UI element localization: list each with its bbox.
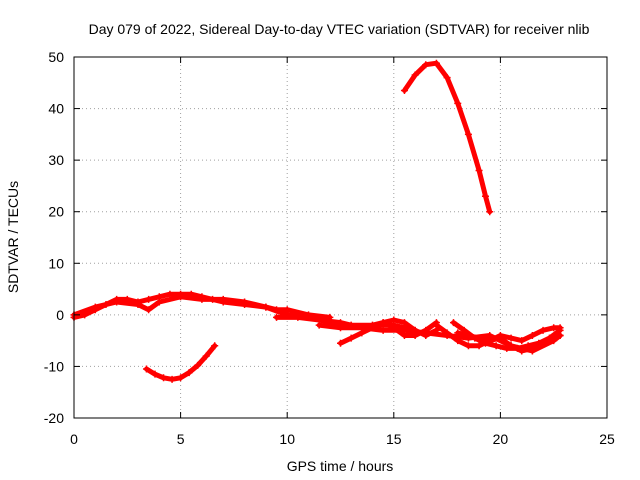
x-tick-label: 15 xyxy=(386,431,402,447)
data-point xyxy=(155,298,163,306)
series-arc-low xyxy=(142,342,219,383)
y-tick-label: 10 xyxy=(48,255,64,271)
data-point xyxy=(262,303,270,311)
data-point xyxy=(168,375,176,383)
data-point xyxy=(166,290,174,298)
data-point xyxy=(294,313,302,321)
series-arc-high xyxy=(400,59,494,216)
data-point xyxy=(454,329,462,337)
y-tick-label: -20 xyxy=(44,410,64,426)
y-tick-label: 50 xyxy=(48,49,64,65)
data-point xyxy=(177,374,185,382)
x-tick-labels: 0 5 10 15 20 25 xyxy=(70,431,615,447)
data-point xyxy=(91,303,99,311)
data-point xyxy=(496,334,504,342)
data-point xyxy=(160,374,168,382)
data-series xyxy=(70,59,564,383)
y-tick-label: 0 xyxy=(56,307,64,323)
data-point xyxy=(219,295,227,303)
data-point xyxy=(422,326,430,334)
data-point xyxy=(400,319,408,327)
data-point xyxy=(390,316,398,324)
data-point xyxy=(518,337,526,345)
data-point xyxy=(134,301,142,309)
data-point xyxy=(528,331,536,339)
data-point xyxy=(273,313,281,321)
y-axis-label: SDTVAR / TECUs xyxy=(5,181,21,293)
data-point xyxy=(151,370,159,378)
data-point xyxy=(145,295,153,303)
data-point xyxy=(422,61,430,69)
y-tick-labels: -20 -10 0 10 20 30 40 50 xyxy=(44,49,64,426)
data-point xyxy=(145,306,153,314)
data-point xyxy=(535,339,543,347)
data-point xyxy=(454,337,462,345)
plot-frame xyxy=(73,56,608,419)
data-point xyxy=(400,331,408,339)
x-tick-label: 5 xyxy=(177,431,185,447)
data-point xyxy=(449,319,457,327)
x-axis-label: GPS time / hours xyxy=(287,458,394,474)
y-tick-label: 30 xyxy=(48,152,64,168)
data-point xyxy=(460,326,468,334)
data-point xyxy=(211,342,219,350)
data-point xyxy=(464,130,472,138)
data-point xyxy=(507,334,515,342)
data-point xyxy=(475,342,483,350)
x-tick-label: 10 xyxy=(279,431,295,447)
data-point xyxy=(358,324,366,332)
data-point xyxy=(400,87,408,95)
data-point xyxy=(545,334,553,342)
data-point xyxy=(503,344,511,352)
data-point xyxy=(481,339,489,347)
data-point xyxy=(475,166,483,174)
data-point xyxy=(481,192,489,200)
data-point xyxy=(471,334,479,342)
data-point xyxy=(113,298,121,306)
data-point xyxy=(556,326,564,334)
data-point xyxy=(177,293,185,301)
series-band xyxy=(402,60,493,215)
data-point xyxy=(411,71,419,79)
data-point xyxy=(443,329,451,337)
y-tick-label: 40 xyxy=(48,101,64,117)
data-point xyxy=(432,321,440,329)
x-tick-label: 20 xyxy=(493,431,509,447)
data-point xyxy=(337,324,344,332)
data-point xyxy=(142,365,150,373)
y-tick-label: -10 xyxy=(44,358,64,374)
data-point xyxy=(411,331,419,339)
data-point xyxy=(390,324,398,332)
data-point xyxy=(379,319,387,327)
data-point xyxy=(539,326,547,334)
data-point xyxy=(347,334,355,342)
data-point xyxy=(550,324,558,332)
data-point xyxy=(464,342,472,350)
data-point xyxy=(241,298,249,306)
data-point xyxy=(379,326,387,334)
data-point xyxy=(454,99,462,107)
data-point xyxy=(486,208,494,216)
x-tick-label: 0 xyxy=(70,431,78,447)
data-point xyxy=(194,361,202,369)
data-point xyxy=(198,295,206,303)
series-arc-tail-3 xyxy=(449,319,564,352)
data-point xyxy=(432,59,440,67)
data-point xyxy=(492,342,500,350)
x-tick-label: 25 xyxy=(599,431,615,447)
grid-lines xyxy=(74,57,607,418)
data-point xyxy=(185,369,193,377)
data-point xyxy=(315,321,323,329)
data-point xyxy=(524,342,532,350)
data-point xyxy=(337,339,344,347)
axis-ticks xyxy=(73,56,608,419)
y-tick-label: 20 xyxy=(48,204,64,220)
data-point xyxy=(513,344,521,352)
data-point xyxy=(443,74,451,82)
chart-title: Day 079 of 2022, Sidereal Day-to-day VTE… xyxy=(89,21,590,37)
data-point xyxy=(202,352,210,360)
